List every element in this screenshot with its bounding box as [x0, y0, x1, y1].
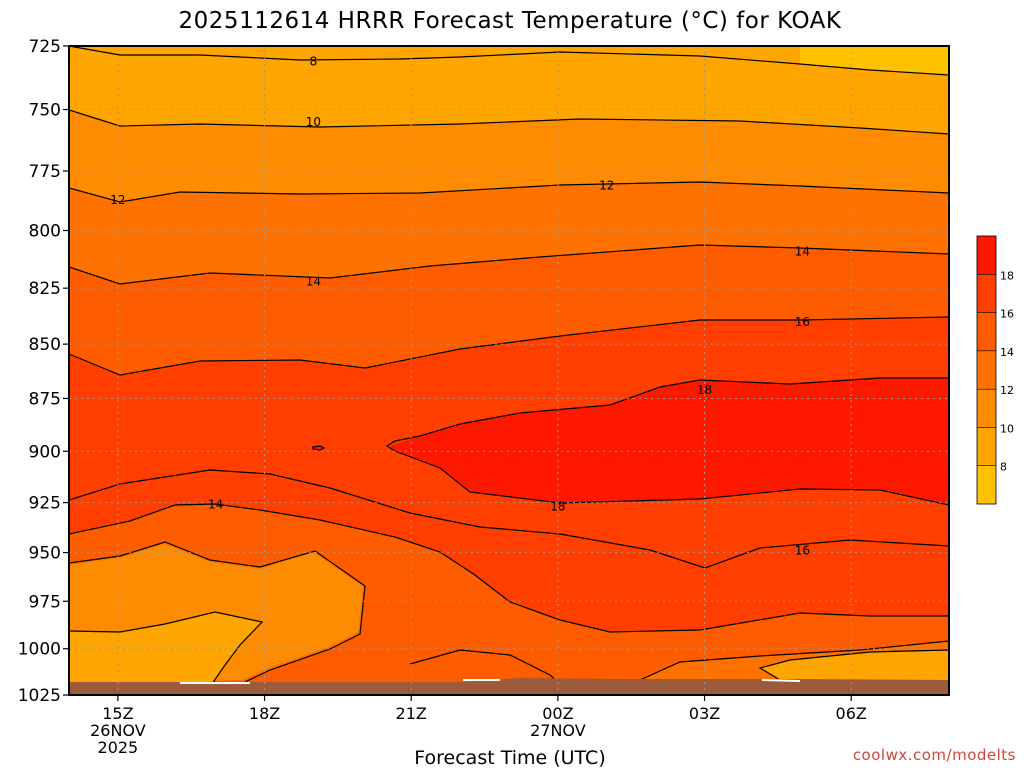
contour-labels: 8 10 12 12 14 14 16 18 18 14 16: [110, 54, 810, 558]
y-axis: 725 750 775 800 825 850 875 900 925 950 975 1000 102…: [18, 37, 69, 706]
colorbar-segment: [977, 236, 996, 275]
contour-label: 18: [550, 500, 565, 514]
y-tick-label: 925: [29, 494, 61, 514]
contour-10-lower-right: [758, 649, 949, 681]
y-tick-label: 975: [29, 592, 61, 612]
y-tick-label: 750: [29, 101, 61, 121]
colorbar-tick-label: 10: [1000, 422, 1014, 435]
contour-14-bump: [409, 649, 561, 685]
colorbar: 8 10 12 14 16 18: [976, 235, 1014, 505]
contour-16-lower: [69, 469, 949, 569]
contour-12-lower: [69, 541, 366, 683]
band-8-10-lower: [69, 612, 949, 686]
contour-lines: [69, 46, 949, 685]
y-tick-label: 875: [29, 389, 61, 409]
plot-area: [69, 46, 949, 695]
y-tick-label: 900: [29, 442, 61, 462]
contour-label: 10: [306, 115, 321, 129]
contour-14: [69, 244, 949, 285]
y-tick-label: 1025: [18, 686, 61, 706]
x-axis-label: Forecast Time (UTC): [414, 747, 605, 768]
x-tick-label: 00Z: [542, 704, 573, 723]
contour-18-blob: [312, 445, 326, 451]
y-tick-label: 825: [29, 279, 61, 299]
colorbar-segment: [977, 465, 996, 504]
contour-label: 18: [697, 383, 712, 397]
credit-text: coolwx.com/modelts: [853, 746, 1016, 764]
colorbar-segment: [977, 274, 996, 313]
colorbar-segment: [977, 312, 996, 351]
contour-label: 14: [795, 244, 810, 258]
grid-lines: [69, 46, 949, 695]
contour-18: [385, 377, 949, 506]
x-tick-label: 26NOV: [90, 721, 146, 740]
y-tick-label: 1000: [18, 640, 61, 660]
contour-16: [69, 316, 949, 376]
x-tick-label: 18Z: [249, 704, 280, 723]
contour-label: 12: [599, 178, 614, 192]
colorbar-tick-label: 8: [1000, 461, 1007, 474]
contour-8: [69, 46, 949, 76]
x-tick-label: 27NOV: [530, 721, 586, 740]
band-14-16-bump: [405, 650, 560, 684]
contour-10: [69, 109, 949, 135]
colorbar-segment: [977, 350, 996, 390]
plot-frame: [68, 45, 950, 696]
x-tick-label: 2025: [98, 738, 139, 757]
contour-12-lower-right: [639, 640, 949, 681]
colorbar-tick-label: 12: [1000, 384, 1014, 397]
y-tick-label: 725: [29, 37, 61, 57]
x-tick-label: 15Z: [102, 704, 133, 723]
contour-12: [69, 181, 949, 203]
colorbar-tick-label: 14: [1000, 346, 1014, 359]
ground-snow-3: [761, 679, 801, 682]
contour-label: 16: [795, 315, 810, 329]
contour-label: 8: [310, 54, 318, 68]
ground-strip: [69, 678, 949, 695]
y-tick-label: 850: [29, 335, 61, 355]
y-tick-label: 800: [29, 221, 61, 241]
colorbar-segment: [977, 389, 996, 428]
x-tick-label: 06Z: [836, 704, 867, 723]
colorbar-frame: [976, 235, 997, 505]
band-below-8: [800, 46, 949, 75]
y-tick-label: 950: [29, 544, 61, 564]
contour-label: 14: [306, 274, 321, 288]
chart-title: 2025112614 HRRR Forecast Temperature (°C…: [179, 8, 842, 34]
band-above-18: [390, 378, 949, 505]
x-tick-label: 21Z: [396, 704, 427, 723]
contour-label: 12: [110, 193, 125, 207]
contour-14-lower: [69, 503, 949, 633]
colorbar-tick-label: 18: [1000, 269, 1014, 282]
colorbar-tick-label: 16: [1000, 308, 1014, 321]
x-tick-label: 03Z: [689, 704, 720, 723]
contour-10-lower: [69, 611, 264, 685]
contour-label: 14: [208, 498, 223, 512]
colorbar-segment: [977, 427, 996, 466]
contour-label: 16: [795, 544, 810, 558]
y-tick-label: 775: [29, 162, 61, 182]
